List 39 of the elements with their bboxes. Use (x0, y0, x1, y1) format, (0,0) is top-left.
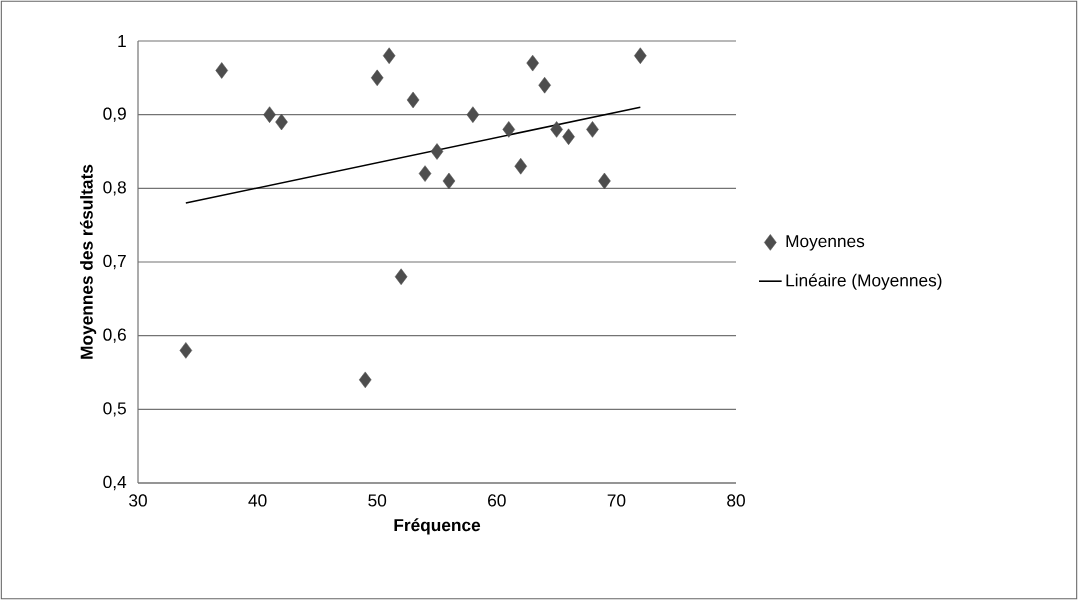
point (430, 143, 444, 160)
point (275, 113, 288, 131)
point (586, 121, 599, 138)
y-tick-label: 0,7 (103, 254, 126, 270)
point (370, 69, 384, 87)
legend-label: Linéaire (Moyennes) (786, 273, 942, 290)
x-tick-label: 50 (368, 494, 387, 507)
x-axis-title: Fréquence (394, 518, 481, 535)
point (215, 62, 228, 79)
point (179, 342, 193, 359)
point (394, 268, 408, 285)
x-tick-label: 60 (488, 494, 506, 507)
point (263, 106, 276, 123)
point (538, 76, 551, 94)
point (562, 128, 575, 145)
y-tick-label: 1 (118, 35, 126, 47)
x-tick-label: 80 (727, 494, 745, 507)
point (526, 54, 539, 72)
y-tick-label: 0,8 (103, 181, 126, 196)
point (550, 121, 563, 138)
y-tick-label: 0,5 (103, 402, 126, 417)
x-tick-label: 70 (607, 494, 626, 507)
point (442, 172, 456, 190)
point (359, 371, 372, 389)
x-tick-label: 30 (129, 494, 147, 507)
y-tick-label: 0,9 (103, 107, 126, 122)
point (406, 91, 420, 109)
point (466, 106, 480, 123)
point (598, 172, 611, 190)
point (514, 157, 527, 175)
point (502, 121, 516, 138)
y-tick-label: 0,6 (103, 328, 126, 343)
y-axis-title: Moyennes des résultats (79, 164, 97, 359)
x-tick-label: 40 (248, 494, 267, 507)
point (634, 47, 647, 64)
legend-label: Moyennes (786, 235, 865, 251)
point (382, 47, 396, 64)
point (418, 165, 432, 182)
y-tick-label: 0,4 (103, 475, 127, 491)
